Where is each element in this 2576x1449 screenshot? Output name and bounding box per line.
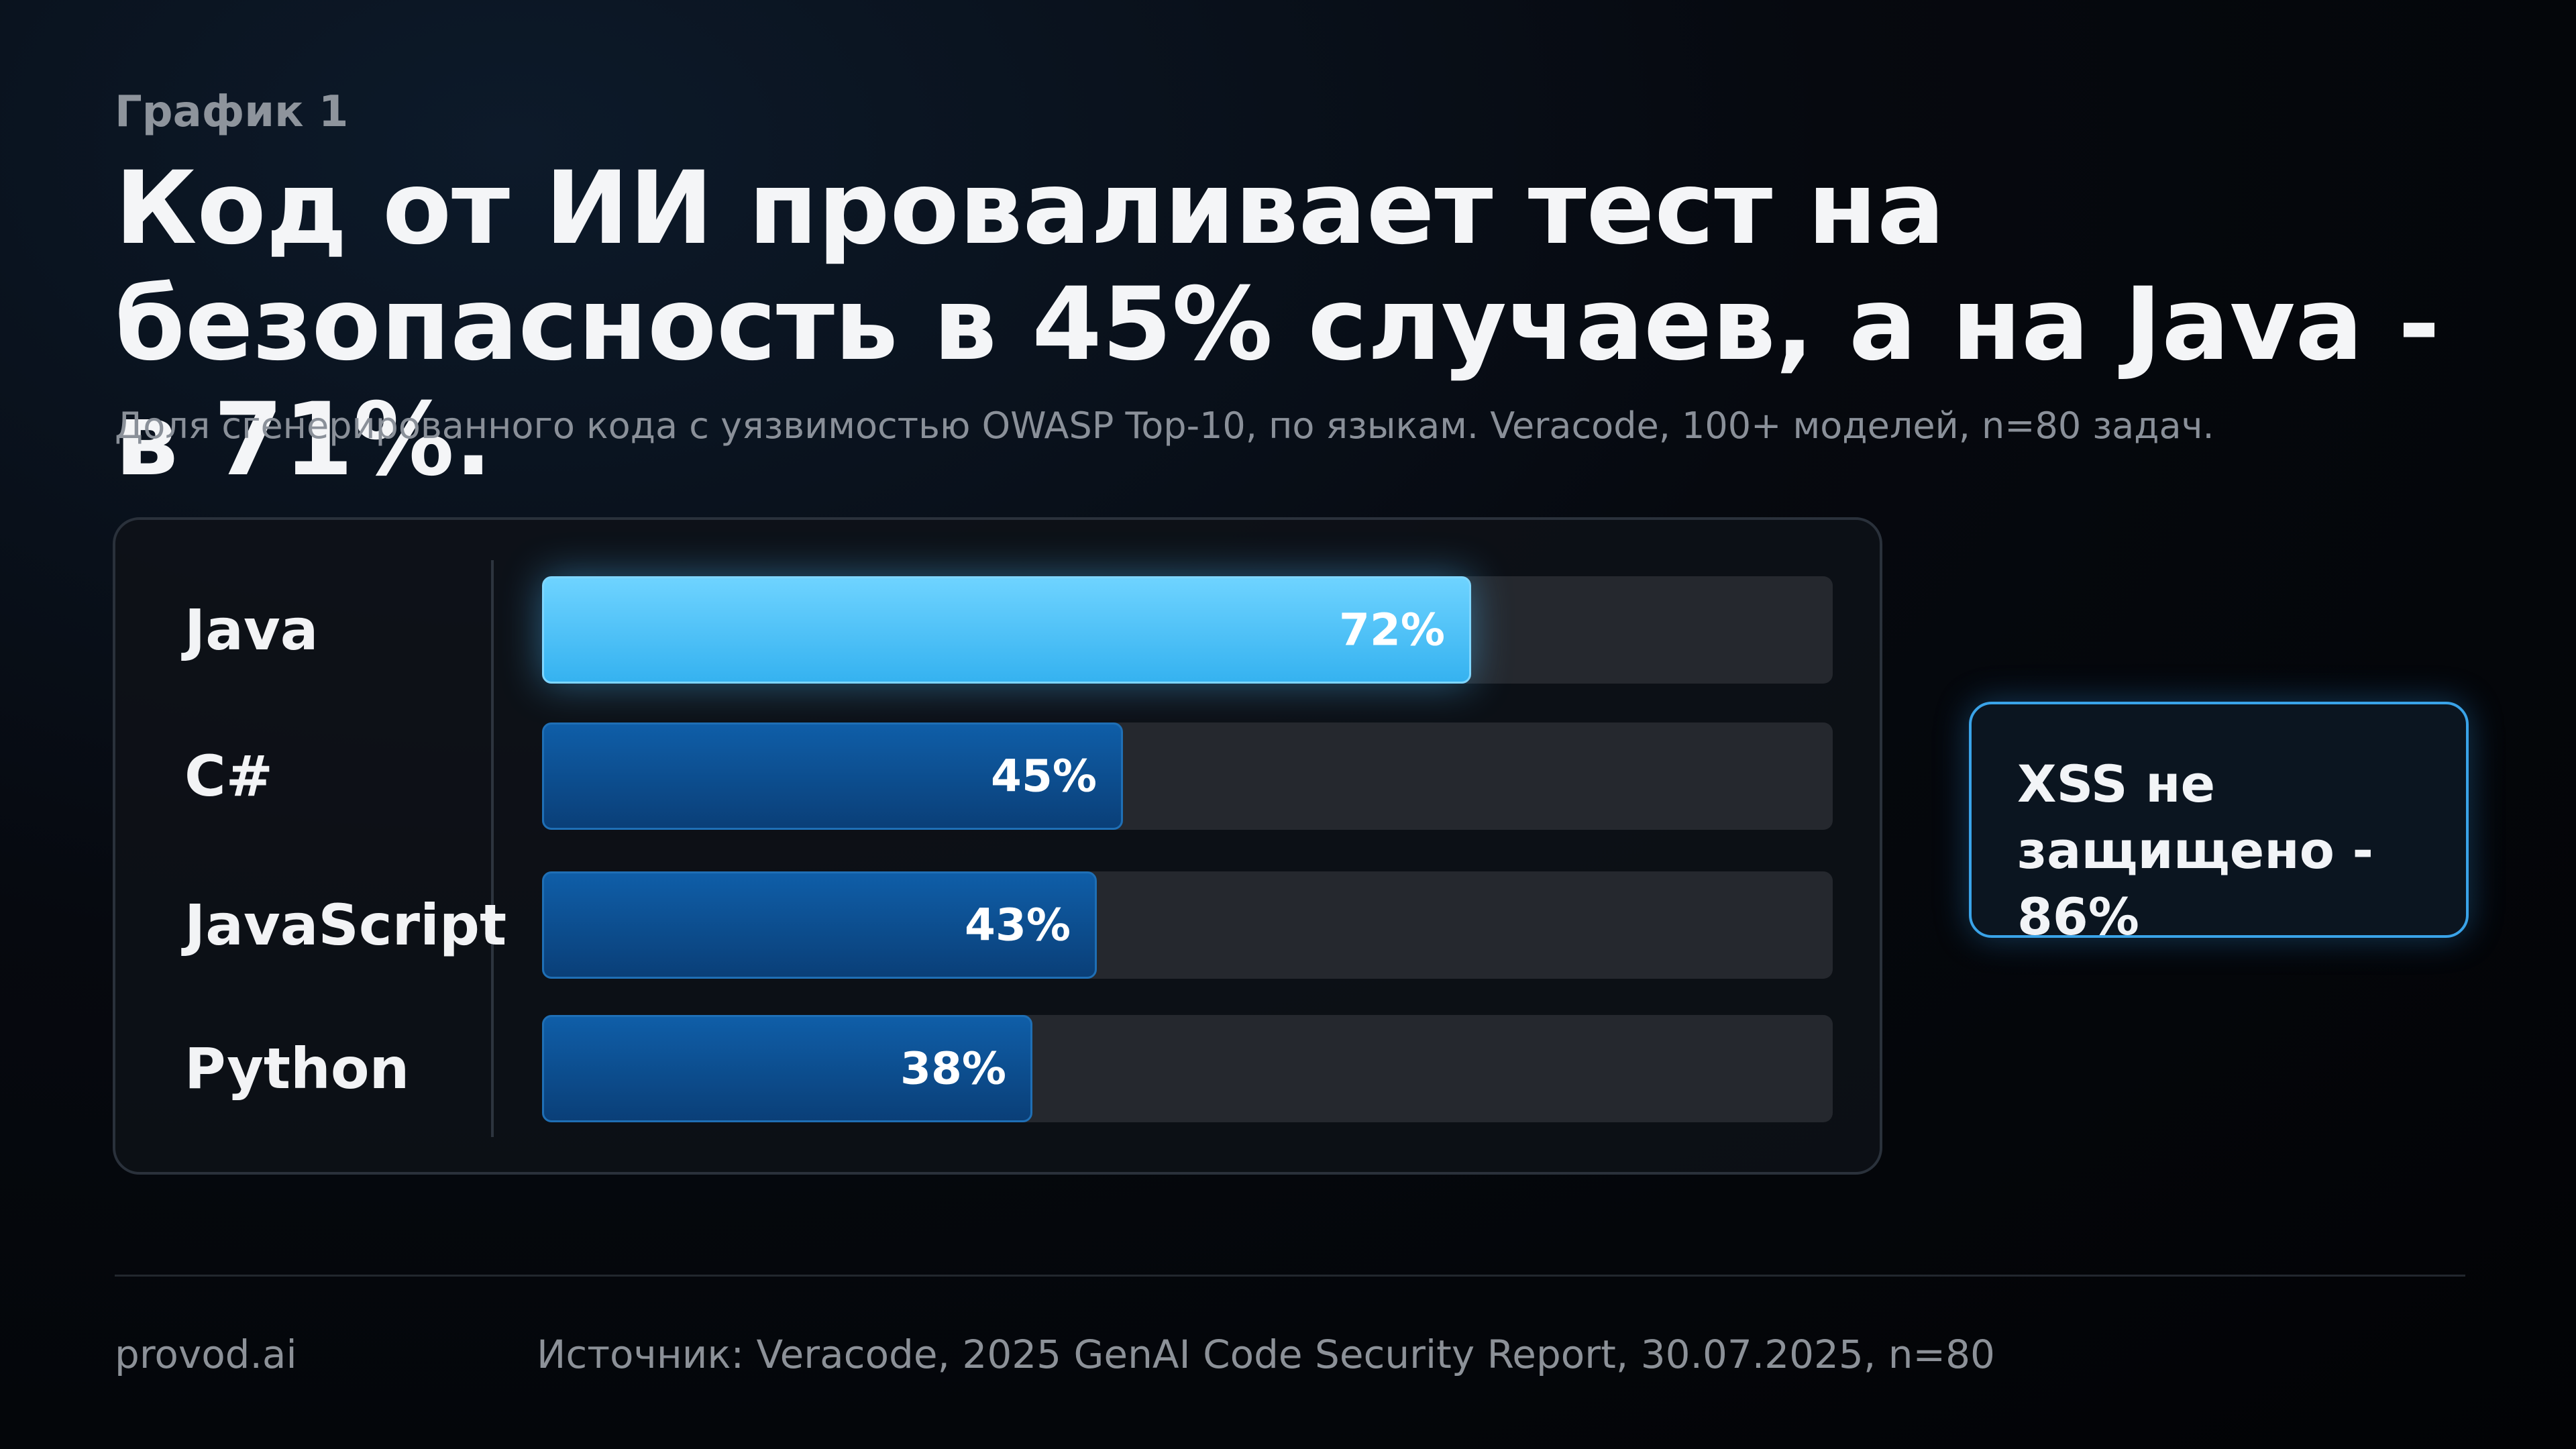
value-label: 45% xyxy=(991,750,1097,802)
category-label: Java xyxy=(184,597,319,663)
value-label: 72% xyxy=(1339,604,1445,656)
bar-track: 72% xyxy=(542,576,1833,684)
brand-label: provod.ai xyxy=(115,1332,297,1377)
bar: 72% xyxy=(542,576,1471,684)
category-label: Python xyxy=(184,1036,410,1102)
category-label: C# xyxy=(184,743,274,809)
axis-divider xyxy=(491,560,494,1137)
footer-divider xyxy=(115,1275,2465,1277)
callout-box: XSS не защищено - 86% xyxy=(1969,702,2469,947)
bar-track: 38% xyxy=(542,1015,1833,1122)
value-label: 43% xyxy=(965,899,1071,951)
bar: 45% xyxy=(542,722,1123,830)
source-note: Источник: Veracode, 2025 GenAI Code Secu… xyxy=(537,1332,1995,1377)
bar: 38% xyxy=(542,1015,1032,1122)
bar: 43% xyxy=(542,871,1097,979)
bar-track: 43% xyxy=(542,871,1833,979)
chart-eyebrow: График 1 xyxy=(115,87,349,137)
value-label: 38% xyxy=(900,1042,1006,1095)
callout-text: XSS не защищено - 86% xyxy=(2017,754,2373,947)
bar-track: 45% xyxy=(542,722,1833,830)
chart-panel: Java 72% C# 45% JavaScript 43% Python 38% xyxy=(113,517,1882,1175)
chart-title: Код от ИИ проваливает тест на безопаснос… xyxy=(115,150,2440,498)
chart-subtitle: Доля сгенерированного кода с уязвимостью… xyxy=(115,405,2214,447)
category-label: JavaScript xyxy=(184,892,507,958)
